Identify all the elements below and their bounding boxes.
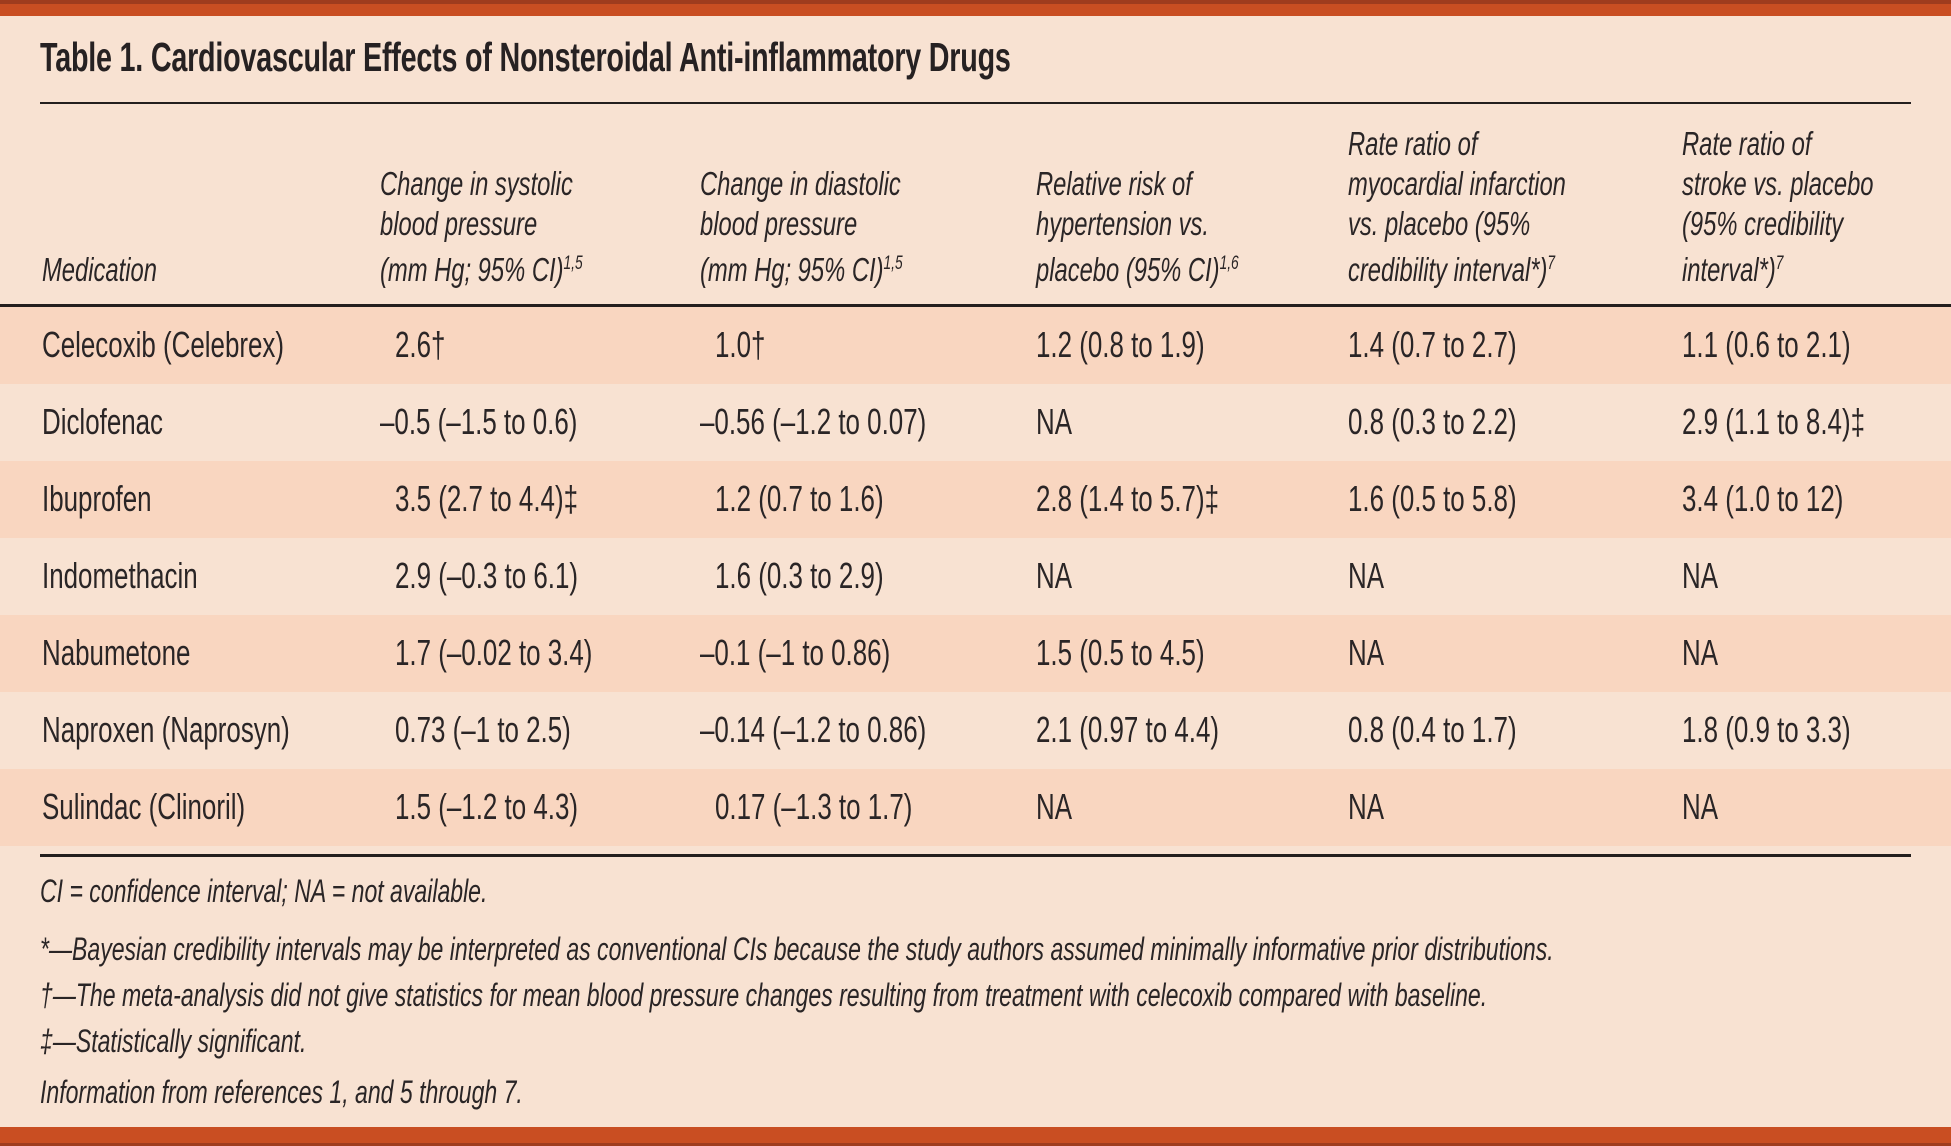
value-cell: 1.2 (0.8 to 1.9) <box>1035 324 1205 365</box>
medication-cell: Ibuprofen <box>42 478 152 519</box>
value-cell: 1.1 (0.6 to 2.1) <box>1681 324 1851 365</box>
reference-superscript: 1,5 <box>563 252 584 274</box>
header-row: Medication Change in systolic blood pressu… <box>0 104 1951 307</box>
value-cell: NA <box>1348 555 1385 596</box>
table-row: Nabumetone 1.7 (–0.02 to 3.4) –0.1 (–1 to … <box>0 614 1951 692</box>
value-cell: 1.2 (0.7 to 1.6) <box>715 478 884 519</box>
table-header: Medication Change in systolic blood pressu… <box>0 104 1951 307</box>
reference-superscript: 1,6 <box>1219 252 1239 274</box>
value-cell: 1.6 (0.5 to 5.8) <box>1348 478 1517 519</box>
column-header: Change in systolic blood pressure (mm Hg; … <box>380 104 701 307</box>
table-row: Naproxen (Naprosyn) 0.73 (–1 to 2.5) –0.14… <box>0 692 1951 769</box>
medication-cell: Naproxen (Naprosyn) <box>42 709 290 750</box>
column-header: Rate ratio of stroke vs. placebo (95% cred… <box>1681 104 1951 307</box>
table-title: Table 1. Cardiovascular Effects of Nonst… <box>40 34 1011 80</box>
abbreviations-note: CI = confidence interval; NA = not avail… <box>40 872 488 909</box>
value-cell: –0.14 (–1.2 to 0.86) <box>700 709 927 750</box>
reference-superscript: 7 <box>1775 252 1784 274</box>
value-cell: –0.5 (–1.5 to 0.6) <box>380 401 578 442</box>
column-header-text: Rate ratio of myocardial infarction vs. pl… <box>1348 124 1566 288</box>
value-cell: –0.1 (–1 to 0.86) <box>700 632 891 673</box>
value-cell: 1.7 (–0.02 to 3.4) <box>395 632 593 673</box>
value-cell: 2.9 (–0.3 to 6.1) <box>395 555 579 596</box>
value-cell: 0.8 (0.3 to 2.2) <box>1348 401 1517 442</box>
value-cell: 1.0† <box>715 324 766 365</box>
value-cell: 1.6 (0.3 to 2.9) <box>715 555 884 596</box>
table-row: Sulindac (Clinoril) 1.5 (–1.2 to 4.3) 0.17… <box>0 768 1951 846</box>
medication-cell: Celecoxib (Celebrex) <box>42 324 285 365</box>
top-accent-bar <box>0 0 1951 16</box>
value-cell: 0.73 (–1 to 2.5) <box>395 709 572 750</box>
value-cell: –0.56 (–1.2 to 0.07) <box>700 401 927 442</box>
column-header-text: Medication <box>42 250 157 288</box>
footnote-asterisk: *—Bayesian credibility intervals may be … <box>40 930 1554 967</box>
medication-cell: Indomethacin <box>42 555 198 596</box>
table-row: Celecoxib (Celebrex) 2.6† 1.0† 1.2 (0.8 to … <box>0 305 1951 384</box>
value-cell: NA <box>1348 786 1385 827</box>
value-cell: 1.8 (0.9 to 3.3) <box>1681 709 1851 750</box>
nsaid-effects-table: Medication Change in systolic blood pressu… <box>0 104 1951 846</box>
column-header-text: Rate ratio of stroke vs. placebo (95% cred… <box>1681 124 1874 288</box>
reference-superscript: 7 <box>1547 252 1556 274</box>
footnote-dagger: †—The meta-analysis did not give statist… <box>40 976 1488 1013</box>
table-row: Ibuprofen 3.5 (2.7 to 4.4)‡ 1.2 (0.7 to 1.… <box>0 460 1951 538</box>
column-header-text: Change in diastolic blood pressure (mm Hg;… <box>700 164 904 288</box>
source-note: Information from references 1, and 5 thr… <box>40 1073 523 1110</box>
value-cell: NA <box>1035 401 1072 442</box>
table-row: Diclofenac –0.5 (–1.5 to 0.6) –0.56 (–1.2 … <box>0 384 1951 461</box>
value-cell: 1.5 (–1.2 to 4.3) <box>395 786 579 827</box>
medication-cell: Nabumetone <box>42 632 191 673</box>
value-cell: NA <box>1681 786 1718 827</box>
column-header: Medication <box>0 104 381 307</box>
value-cell: 1.4 (0.7 to 2.7) <box>1348 324 1517 365</box>
value-cell: 2.1 (0.97 to 4.4) <box>1035 709 1219 750</box>
table-body: Celecoxib (Celebrex) 2.6† 1.0† 1.2 (0.8 to … <box>0 305 1951 846</box>
value-cell: NA <box>1035 786 1072 827</box>
medication-cell: Diclofenac <box>42 401 164 442</box>
table-row: Indomethacin 2.9 (–0.3 to 6.1) 1.6 (0.3 to… <box>0 538 1951 615</box>
value-cell: 2.8 (1.4 to 5.7)‡ <box>1035 478 1219 519</box>
value-cell: 1.5 (0.5 to 4.5) <box>1035 632 1205 673</box>
value-cell: NA <box>1035 555 1072 596</box>
value-cell: 3.5 (2.7 to 4.4)‡ <box>395 478 579 519</box>
value-cell: NA <box>1681 632 1718 673</box>
reference-superscript: 1,5 <box>883 252 904 274</box>
title-divider <box>40 102 1911 104</box>
medication-cell: Sulindac (Clinoril) <box>42 786 246 827</box>
footnote-double-dagger: ‡—Statistically significant. <box>40 1022 307 1059</box>
column-header: Rate ratio of myocardial infarction vs. pl… <box>1348 104 1682 307</box>
table-bottom-divider <box>40 853 1911 857</box>
bottom-accent-bar <box>0 1127 1951 1146</box>
column-header: Relative risk of hypertension vs. placebo … <box>1035 104 1349 307</box>
value-cell: 2.9 (1.1 to 8.4)‡ <box>1681 401 1865 442</box>
value-cell: NA <box>1348 632 1385 673</box>
value-cell: 0.17 (–1.3 to 1.7) <box>715 786 913 827</box>
value-cell: 3.4 (1.0 to 12) <box>1681 478 1844 519</box>
value-cell: NA <box>1681 555 1718 596</box>
value-cell: 0.8 (0.4 to 1.7) <box>1348 709 1517 750</box>
column-header-text: Relative risk of hypertension vs. placebo … <box>1035 164 1239 288</box>
column-header-text: Change in systolic blood pressure (mm Hg; … <box>380 164 584 288</box>
value-cell: 2.6† <box>395 324 446 365</box>
column-header: Change in diastolic blood pressure (mm Hg;… <box>700 104 1036 307</box>
